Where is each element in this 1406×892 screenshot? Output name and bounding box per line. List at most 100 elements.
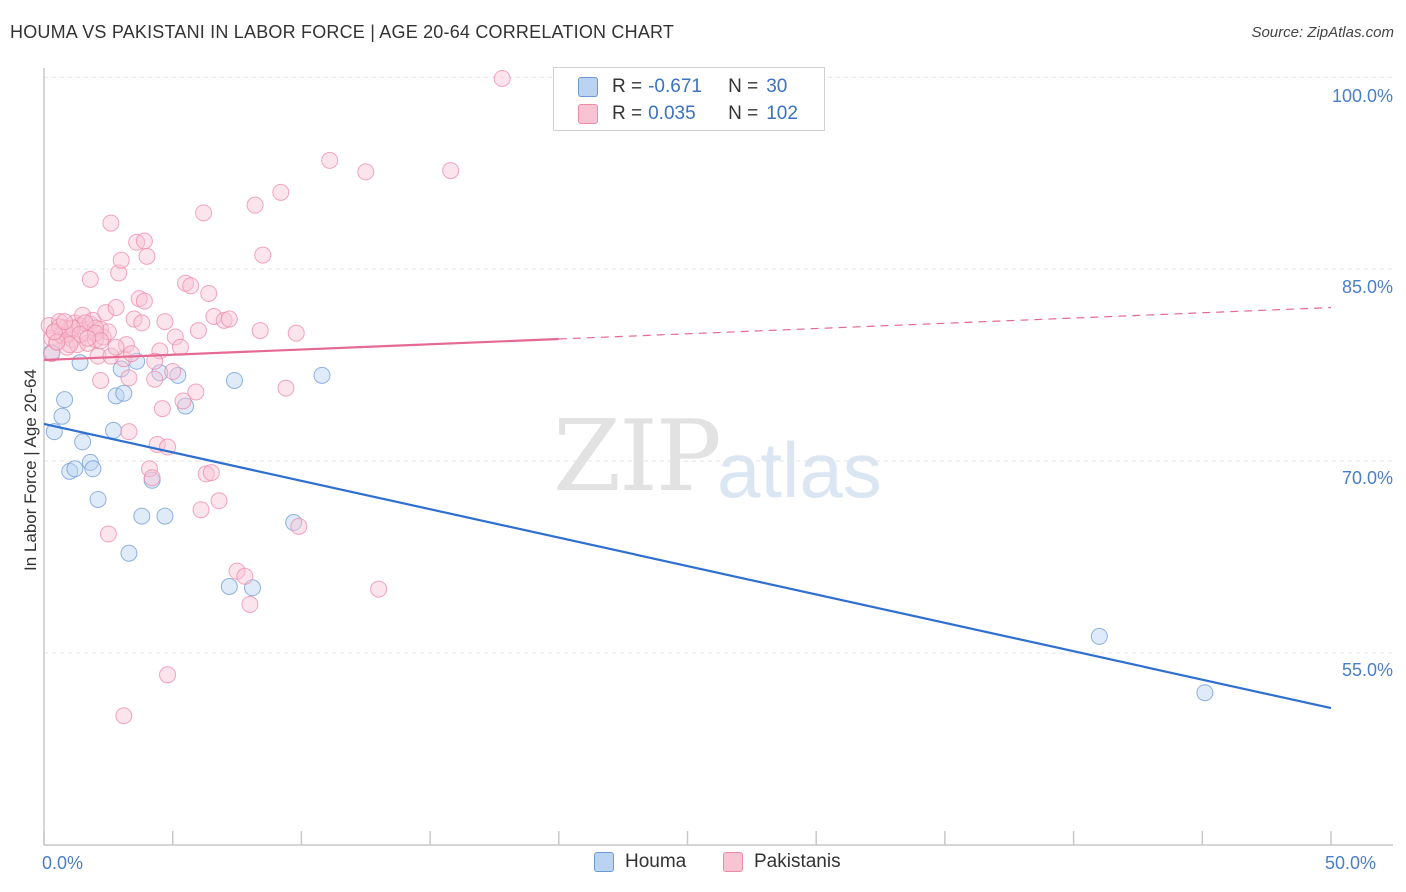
pakistanis-r-value: 0.035: [648, 103, 696, 124]
legend-r-label: R =: [612, 76, 643, 97]
pakistanis-point: [321, 151, 339, 169]
pakistanis-point: [112, 251, 130, 269]
legend-n-label: N =: [728, 76, 759, 97]
houma-point: [115, 384, 133, 402]
pakistanis-point: [107, 338, 125, 356]
pakistanis-point: [236, 567, 254, 585]
pakistanis-point: [130, 290, 148, 308]
pakistanis-point: [138, 247, 156, 265]
legend-r-label: R =: [612, 103, 643, 124]
bottom-legend-pakistanis: Pakistanis: [723, 851, 841, 873]
houma-point: [1090, 627, 1108, 645]
pakistanis-point: [79, 329, 97, 347]
pakistanis-point: [146, 352, 164, 370]
bottom-legend-houma: Houma: [594, 851, 686, 873]
y-tick-label: 100.0%: [1331, 86, 1393, 106]
pakistanis-point: [171, 338, 189, 356]
pakistanis-point: [246, 196, 264, 214]
pakistanis-point: [241, 595, 259, 613]
pakistanis-point: [192, 501, 210, 519]
pakistanis-point: [177, 274, 195, 292]
pakistanis-point: [45, 323, 63, 341]
pakistanis-point: [61, 336, 79, 354]
pakistanis-point: [97, 304, 115, 322]
pakistanis-point: [174, 392, 192, 410]
pakistanis-point: [189, 322, 207, 340]
pakistanis-point: [117, 336, 135, 354]
houma-point: [1196, 684, 1214, 702]
legend-row-pakistanis: R = 0.035 N = 102: [578, 102, 798, 126]
houma-point: [74, 433, 92, 451]
pakistanis-point: [115, 707, 133, 725]
houma-point: [313, 366, 331, 384]
houma-point: [225, 371, 243, 389]
pakistanis-point: [442, 162, 460, 180]
pakistanis-point: [92, 371, 110, 389]
correlation-legend: R = -0.671 N = 30 R = 0.035 N = 102: [553, 67, 825, 131]
houma-point: [71, 354, 89, 372]
pakistanis-point: [123, 345, 141, 363]
houma-point: [177, 397, 195, 415]
houma-legend-swatch: [594, 852, 614, 872]
pakistanis-point: [277, 379, 295, 397]
watermark-zip: ZIP: [553, 400, 722, 514]
pakistanis-point: [135, 292, 153, 310]
pakistanis-point: [182, 277, 200, 295]
source-credit: Source: ZipAtlas.com: [1251, 24, 1394, 41]
pakistanis-point: [120, 369, 138, 387]
x-tick-label: 50.0%: [1325, 853, 1377, 873]
houma-legend-label: Houma: [625, 851, 687, 872]
pakistanis-point: [146, 370, 164, 388]
pakistanis-point: [120, 423, 138, 441]
pakistanis-point: [135, 232, 153, 250]
houma-point: [120, 544, 138, 562]
pakistanis-trendline: [43, 337, 559, 362]
legend-row-houma: R = -0.671 N = 30: [578, 75, 787, 99]
pakistanis-point: [251, 322, 269, 340]
pakistanis-point: [202, 464, 220, 482]
y-tick-label: 85.0%: [1341, 277, 1393, 297]
pakistanis-point: [159, 666, 177, 684]
houma-point: [104, 421, 122, 439]
houma-r-value: -0.671: [648, 76, 702, 97]
pakistanis-point: [195, 204, 213, 222]
pakistanis-point: [370, 580, 388, 598]
pakistanis-point: [92, 332, 110, 350]
houma-point: [53, 407, 71, 425]
legend-n-label: N =: [728, 103, 759, 124]
houma-point: [56, 391, 74, 409]
houma-trendline: [43, 422, 1332, 710]
pakistanis-point: [56, 313, 74, 331]
pakistanis-swatch: [578, 104, 598, 124]
pakistanis-n-value: 102: [766, 103, 798, 124]
houma-point: [89, 490, 107, 508]
pakistanis-point: [107, 299, 125, 317]
x-tick-label: 0.0%: [42, 853, 84, 873]
pakistanis-point: [102, 214, 120, 232]
pakistanis-legend-label: Pakistanis: [754, 851, 841, 872]
pakistanis-point: [220, 310, 238, 328]
pakistanis-point: [166, 328, 184, 346]
pakistanis-point: [81, 270, 99, 288]
pakistanis-point: [125, 310, 143, 328]
y-tick-label: 70.0%: [1341, 468, 1393, 488]
houma-point: [156, 507, 174, 525]
pakistanis-point: [200, 284, 218, 302]
houma-n-value: 30: [766, 76, 788, 97]
houma-point: [220, 578, 238, 596]
pakistanis-point: [210, 492, 228, 510]
pakistanis-point: [48, 333, 66, 351]
pakistanis-point: [143, 469, 161, 487]
chart-title: HOUMA VS PAKISTANI IN LABOR FORCE | AGE …: [10, 22, 675, 42]
pakistanis-point: [153, 400, 171, 418]
houma-point: [84, 460, 102, 478]
pakistanis-point: [164, 363, 182, 381]
pakistanis-point: [287, 324, 305, 342]
watermark-atlas: atlas: [717, 426, 882, 514]
pakistanis-point: [272, 183, 290, 201]
pakistanis-point: [110, 264, 128, 282]
pakistanis-point: [99, 525, 117, 543]
pakistanis-point: [290, 517, 308, 535]
pakistanis-point: [493, 69, 511, 87]
